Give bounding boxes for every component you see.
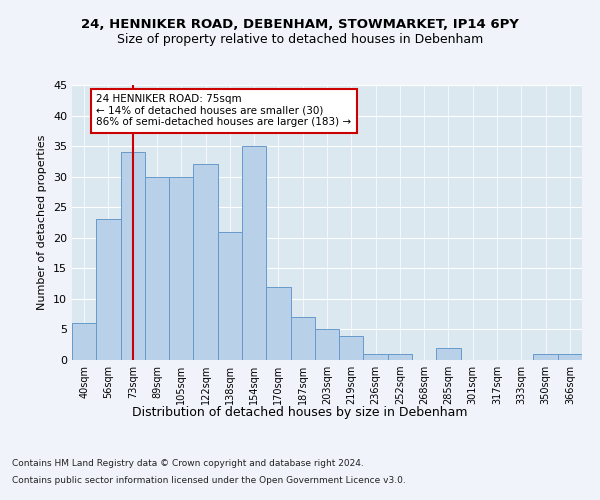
Y-axis label: Number of detached properties: Number of detached properties <box>37 135 47 310</box>
Bar <box>533 354 558 360</box>
Text: Distribution of detached houses by size in Debenham: Distribution of detached houses by size … <box>132 406 468 419</box>
Text: Size of property relative to detached houses in Debenham: Size of property relative to detached ho… <box>117 32 483 46</box>
Bar <box>290 317 315 360</box>
Bar <box>436 348 461 360</box>
Text: Contains public sector information licensed under the Open Government Licence v3: Contains public sector information licen… <box>12 476 406 485</box>
Bar <box>388 354 412 360</box>
Bar <box>121 152 145 360</box>
Bar <box>145 176 169 360</box>
Bar <box>218 232 242 360</box>
Bar <box>558 354 582 360</box>
Bar <box>96 220 121 360</box>
Bar <box>364 354 388 360</box>
Bar <box>339 336 364 360</box>
Bar <box>315 330 339 360</box>
Text: 24, HENNIKER ROAD, DEBENHAM, STOWMARKET, IP14 6PY: 24, HENNIKER ROAD, DEBENHAM, STOWMARKET,… <box>81 18 519 30</box>
Text: 24 HENNIKER ROAD: 75sqm
← 14% of detached houses are smaller (30)
86% of semi-de: 24 HENNIKER ROAD: 75sqm ← 14% of detache… <box>96 94 352 128</box>
Text: Contains HM Land Registry data © Crown copyright and database right 2024.: Contains HM Land Registry data © Crown c… <box>12 458 364 468</box>
Bar <box>72 324 96 360</box>
Bar <box>169 176 193 360</box>
Bar <box>193 164 218 360</box>
Bar <box>266 286 290 360</box>
Bar <box>242 146 266 360</box>
